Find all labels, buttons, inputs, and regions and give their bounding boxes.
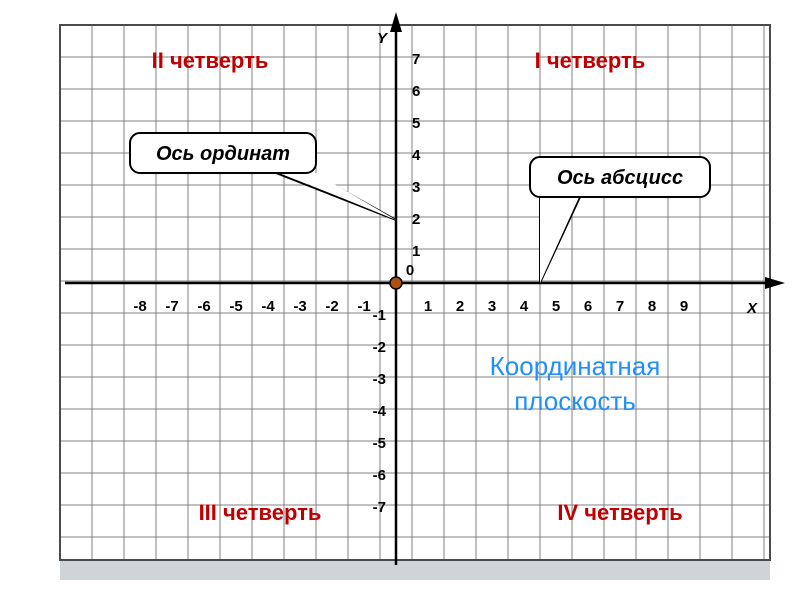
ordinate-callout-text: Ось ординат [156, 143, 290, 165]
x-tick-label: 6 [584, 298, 592, 315]
y-axis-arrow [390, 12, 402, 32]
y-tick-label: 7 [412, 51, 420, 68]
x-tick-label: 8 [648, 298, 656, 315]
x-tick-label: 7 [616, 298, 624, 315]
x-tick-label: 5 [552, 298, 560, 315]
title-line2: плоскость [514, 386, 636, 416]
grid-border [60, 25, 770, 560]
quadrant-4-label: IV четверть [557, 500, 682, 525]
x-tick-label: 3 [488, 298, 496, 315]
x-tick-label: -6 [197, 298, 210, 315]
y-tick-label: 2 [412, 211, 420, 228]
y-tick-label: 6 [412, 83, 420, 100]
quadrant-1-label: I четверть [535, 48, 646, 73]
y-tick-label: 3 [412, 179, 420, 196]
x-tick-label: 4 [520, 298, 529, 315]
x-tick-label: -1 [357, 298, 370, 315]
y-tick-label: 4 [412, 147, 421, 164]
y-tick-label: -6 [373, 467, 386, 484]
x-tick-label: 1 [424, 298, 432, 315]
origin-label: 0 [406, 262, 414, 279]
x-axis-arrow [765, 277, 785, 289]
x-tick-label: -4 [261, 298, 275, 315]
coordinate-plane-diagram: X Y 0 -8 -7 -6 -5 -4 -3 -2 -1 1 2 3 4 5 6 7 8 9 1 2 3 4 5 6 7 -1 -2 -… [0, 0, 800, 600]
x-axis-label: X [746, 300, 758, 317]
ordinate-callout-pointer-edge [276, 173, 396, 220]
x-tick-label: -2 [325, 298, 338, 315]
quadrant-2-label: II четверть [152, 48, 269, 73]
quadrant-3-label: III четверть [199, 500, 322, 525]
y-tick-label: -3 [373, 371, 386, 388]
ordinate-callout-pointer-fill [276, 171, 396, 220]
abscissa-callout-pointer-fill [540, 195, 580, 283]
bottom-band [60, 560, 770, 580]
x-tick-label: -7 [165, 298, 178, 315]
x-tick-label: -8 [133, 298, 146, 315]
abscissa-callout-text: Ось абсцисс [557, 167, 683, 189]
y-tick-label: -4 [373, 403, 387, 420]
y-tick-label: -1 [373, 307, 386, 324]
y-tick-label: 5 [412, 115, 420, 132]
x-tick-label: 2 [456, 298, 464, 315]
title-line1: Координатная [490, 351, 661, 381]
y-tick-label: 1 [412, 243, 420, 260]
y-axis-label: Y [377, 30, 389, 47]
origin-point [390, 277, 402, 289]
y-tick-label: -7 [373, 499, 386, 516]
x-tick-label: -3 [293, 298, 306, 315]
svg-canvas: X Y 0 -8 -7 -6 -5 -4 -3 -2 -1 1 2 3 4 5 6 7 8 9 1 2 3 4 5 6 7 -1 -2 -… [0, 0, 800, 600]
x-tick-label: 9 [680, 298, 688, 315]
x-tick-label: -5 [229, 298, 242, 315]
y-tick-label: -5 [373, 435, 386, 452]
y-tick-label: -2 [373, 339, 386, 356]
